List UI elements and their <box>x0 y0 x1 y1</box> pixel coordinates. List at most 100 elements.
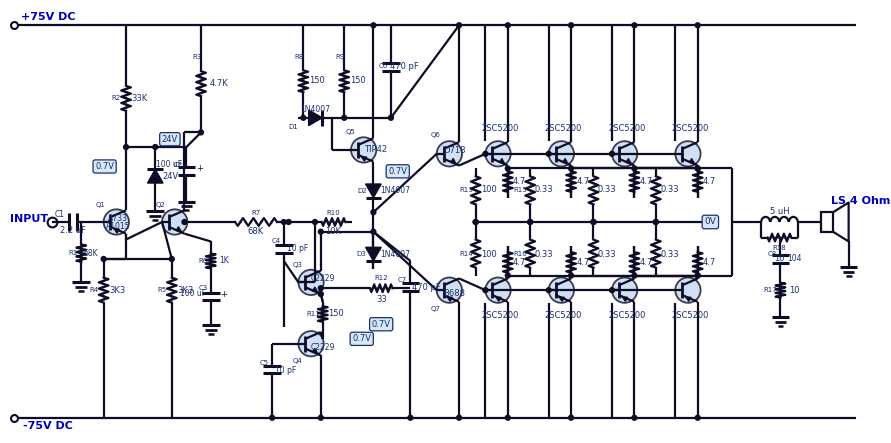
Circle shape <box>483 288 487 292</box>
Polygon shape <box>365 184 381 198</box>
Text: C6: C6 <box>379 63 388 69</box>
Circle shape <box>632 166 637 171</box>
Circle shape <box>103 210 129 235</box>
Text: 4.7K: 4.7K <box>209 79 228 88</box>
Circle shape <box>371 229 376 234</box>
Text: B688: B688 <box>443 288 465 298</box>
Text: C4: C4 <box>272 238 281 245</box>
Text: 33K: 33K <box>132 94 148 103</box>
Text: D3: D3 <box>356 251 366 257</box>
Circle shape <box>591 220 596 225</box>
Text: 2SC5200: 2SC5200 <box>481 124 519 133</box>
Text: 4.7: 4.7 <box>576 177 590 186</box>
Text: 150: 150 <box>350 76 365 85</box>
Text: Q2: Q2 <box>155 202 165 209</box>
Text: 24V: 24V <box>162 135 178 144</box>
Circle shape <box>505 23 511 28</box>
Circle shape <box>437 277 462 303</box>
Text: 1N4007: 1N4007 <box>300 105 330 114</box>
Text: R11: R11 <box>307 311 320 317</box>
Text: 470 pF: 470 pF <box>412 283 440 292</box>
Text: R15: R15 <box>513 187 527 193</box>
Text: 2SC5200: 2SC5200 <box>608 124 645 133</box>
Text: 68K: 68K <box>84 249 98 258</box>
Bar <box>822 212 833 232</box>
Text: R9: R9 <box>336 54 345 60</box>
Circle shape <box>609 152 615 156</box>
Circle shape <box>318 291 323 296</box>
Text: Q6: Q6 <box>430 132 441 138</box>
Text: 470 pF: 470 pF <box>390 62 419 71</box>
Text: R8: R8 <box>295 54 304 60</box>
Circle shape <box>695 166 700 171</box>
Text: C8: C8 <box>768 251 777 257</box>
Text: TIP42: TIP42 <box>364 145 387 155</box>
Text: 1K: 1K <box>219 256 229 265</box>
Text: 2SC5200: 2SC5200 <box>481 311 519 320</box>
Polygon shape <box>308 110 323 125</box>
Circle shape <box>162 210 187 235</box>
Text: R18: R18 <box>772 245 787 251</box>
Circle shape <box>695 166 700 171</box>
Circle shape <box>371 23 376 28</box>
Text: R3: R3 <box>192 54 201 60</box>
Text: C2: C2 <box>174 162 184 167</box>
Circle shape <box>546 288 552 292</box>
Circle shape <box>457 23 462 28</box>
Circle shape <box>695 415 700 420</box>
Text: D2: D2 <box>357 188 366 194</box>
Circle shape <box>437 141 462 167</box>
Circle shape <box>632 23 637 28</box>
Text: 0V: 0V <box>705 218 716 226</box>
Text: 100: 100 <box>481 185 497 194</box>
Circle shape <box>527 220 533 225</box>
Circle shape <box>282 220 286 225</box>
Text: 3K3: 3K3 <box>110 286 126 295</box>
Circle shape <box>568 273 574 278</box>
Text: 4.7: 4.7 <box>703 177 716 186</box>
Text: 2SC5200: 2SC5200 <box>544 311 582 320</box>
Circle shape <box>388 115 393 120</box>
Text: 68K: 68K <box>248 227 264 236</box>
Text: 0.7V: 0.7V <box>388 167 407 176</box>
Text: R4: R4 <box>89 287 99 293</box>
Text: 2SC5200: 2SC5200 <box>544 124 582 133</box>
Text: 10: 10 <box>789 286 799 295</box>
Text: A1015: A1015 <box>106 222 130 231</box>
Circle shape <box>313 220 317 225</box>
Text: R1: R1 <box>69 250 78 256</box>
Text: 10K: 10K <box>325 227 341 236</box>
Text: LS 4 Ohm: LS 4 Ohm <box>830 195 890 206</box>
Text: 0.7V: 0.7V <box>95 162 114 171</box>
Text: 0.7V: 0.7V <box>352 334 372 343</box>
Text: 4.7: 4.7 <box>640 258 653 268</box>
Circle shape <box>609 288 615 292</box>
Text: R14: R14 <box>459 251 473 257</box>
Circle shape <box>286 220 291 225</box>
Circle shape <box>483 152 487 156</box>
Circle shape <box>318 415 323 420</box>
Circle shape <box>486 277 511 303</box>
Text: 1N4007: 1N4007 <box>380 187 410 195</box>
Circle shape <box>124 144 128 149</box>
Circle shape <box>102 256 106 261</box>
Text: +: + <box>220 290 227 299</box>
Text: 0.33: 0.33 <box>535 185 553 194</box>
Text: Q4: Q4 <box>292 358 302 364</box>
Circle shape <box>568 415 574 420</box>
Circle shape <box>153 144 158 149</box>
Text: 33: 33 <box>376 295 387 304</box>
Circle shape <box>568 166 574 171</box>
Circle shape <box>549 277 574 303</box>
Text: R12: R12 <box>374 276 388 281</box>
Circle shape <box>270 415 274 420</box>
Circle shape <box>568 23 574 28</box>
Circle shape <box>549 141 574 167</box>
Text: 5 uH: 5 uH <box>770 207 789 216</box>
Text: 10 pF: 10 pF <box>287 244 308 253</box>
Text: R10: R10 <box>327 210 340 216</box>
Circle shape <box>505 166 511 171</box>
Text: C2229: C2229 <box>311 274 335 283</box>
Text: 0.33: 0.33 <box>660 249 679 259</box>
Circle shape <box>408 415 413 420</box>
